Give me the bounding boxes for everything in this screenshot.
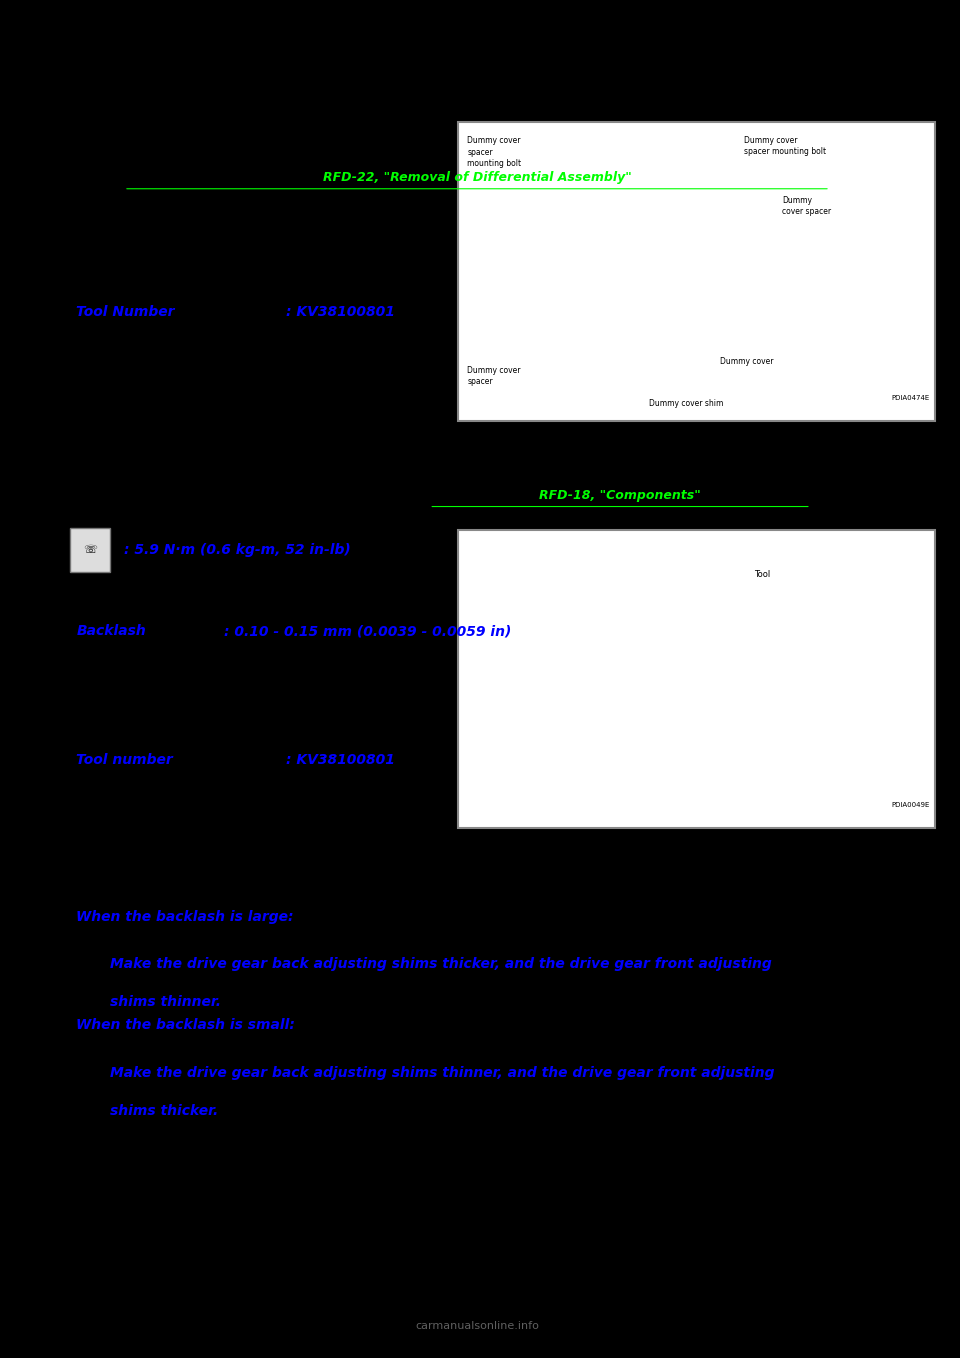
Text: When the backlash is small:: When the backlash is small: xyxy=(76,1018,295,1032)
Text: Dummy cover
spacer: Dummy cover spacer xyxy=(468,367,521,386)
Text: shims thicker.: shims thicker. xyxy=(109,1104,218,1118)
Text: Tool: Tool xyxy=(754,570,770,579)
Text: Dummy cover
spacer mounting bolt: Dummy cover spacer mounting bolt xyxy=(744,136,827,156)
Text: PDIA0049E: PDIA0049E xyxy=(892,803,930,808)
Text: Tool Number: Tool Number xyxy=(76,306,175,319)
Text: Make the drive gear back adjusting shims thinner, and the drive gear front adjus: Make the drive gear back adjusting shims… xyxy=(109,1066,774,1080)
Bar xyxy=(458,122,935,421)
Text: Dummy cover shim: Dummy cover shim xyxy=(649,398,723,407)
Text: Dummy
cover spacer: Dummy cover spacer xyxy=(782,196,831,216)
FancyBboxPatch shape xyxy=(70,528,109,572)
Text: carmanualsonline.info: carmanualsonline.info xyxy=(415,1321,539,1331)
Text: : 0.10 - 0.15 mm (0.0039 - 0.0059 in): : 0.10 - 0.15 mm (0.0039 - 0.0059 in) xyxy=(225,625,512,638)
Text: PDIA0474E: PDIA0474E xyxy=(892,395,930,401)
Text: ☏: ☏ xyxy=(83,545,97,555)
Text: Tool number: Tool number xyxy=(76,754,173,767)
Text: Dummy cover: Dummy cover xyxy=(720,357,774,365)
Text: When the backlash is large:: When the backlash is large: xyxy=(76,910,294,923)
Text: Make the drive gear back adjusting shims thicker, and the drive gear front adjus: Make the drive gear back adjusting shims… xyxy=(109,957,772,971)
Text: Dummy cover
spacer
mounting bolt: Dummy cover spacer mounting bolt xyxy=(468,137,521,167)
Text: : 5.9 N·m (0.6 kg-m, 52 in-lb): : 5.9 N·m (0.6 kg-m, 52 in-lb) xyxy=(124,543,350,557)
Text: Backlash: Backlash xyxy=(76,625,146,638)
Text: RFD-18, "Components": RFD-18, "Components" xyxy=(540,489,701,502)
Text: : KV38100801: : KV38100801 xyxy=(286,754,396,767)
Text: : KV38100801: : KV38100801 xyxy=(286,306,396,319)
Text: shims thinner.: shims thinner. xyxy=(109,995,221,1009)
Text: RFD-22, "Removal of Differential Assembly": RFD-22, "Removal of Differential Assembl… xyxy=(323,171,632,185)
Bar xyxy=(458,530,935,828)
